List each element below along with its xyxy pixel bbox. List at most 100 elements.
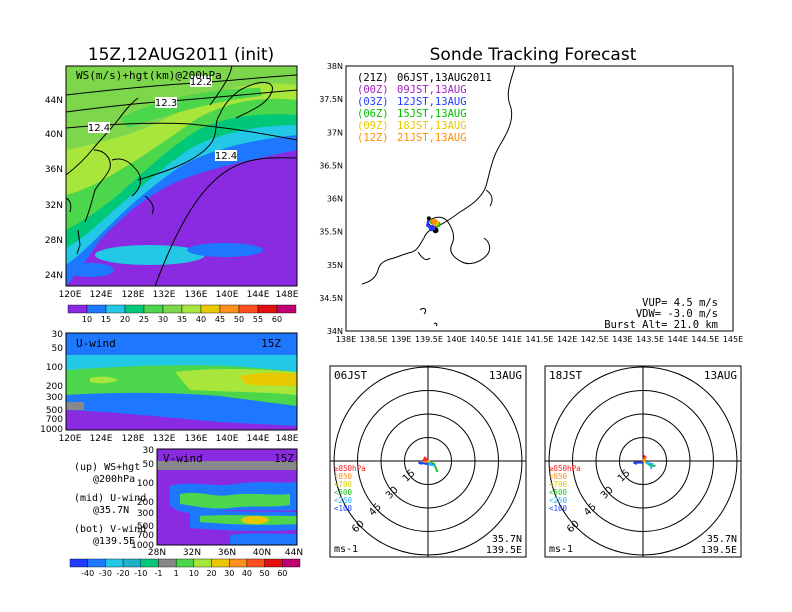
- lat-tick: 36N: [45, 165, 63, 175]
- u-wind-lon-ticks: 120E 124E 128E 132E 136E 140E 144E 148E: [59, 434, 299, 444]
- ws-map-contour-labels: 12.2 12.3 12.4 12.4: [88, 76, 237, 162]
- colorbar-tick: 45: [215, 315, 225, 324]
- lat-tick: 35N: [327, 261, 343, 270]
- hodo-unit: ms-1: [549, 544, 573, 555]
- colorbar-tick: -40: [81, 569, 94, 578]
- colorbar-swatch: [200, 304, 221, 314]
- lat-tick: 35.5N: [319, 228, 343, 237]
- hodo-level-label: <700: [549, 480, 568, 489]
- track-map-frame: [345, 65, 734, 332]
- p-tick: 30: [143, 446, 155, 456]
- colorbar-swatch: [105, 558, 124, 568]
- stat-vdw: VDW= -3.0 m/s: [636, 308, 718, 320]
- lon-tick: 128E: [122, 290, 145, 300]
- lon-tick: 140E: [216, 434, 239, 444]
- lon-tick: 124E: [90, 290, 113, 300]
- ws-map-label: WS(m/s)+hgt(km)@200hPa: [76, 69, 222, 82]
- contour-label: 12.4: [88, 123, 110, 134]
- lat-tick: 28N: [148, 548, 166, 558]
- lon-tick: 148E: [276, 434, 299, 444]
- colorbar-swatch: [124, 304, 145, 314]
- right-title: Sonde Tracking Forecast: [430, 45, 637, 65]
- legend-note: (up) WS+hgt: [74, 462, 140, 473]
- hodo-trace: [422, 456, 429, 462]
- track-map-bg: [346, 66, 733, 331]
- u-wind-frame: [65, 332, 298, 431]
- lon-tick: 139E: [391, 335, 411, 344]
- left-title: 15Z,12AUG2011 (init): [88, 45, 274, 65]
- colorbar-swatch: [229, 558, 248, 568]
- lat-tick: 34.5N: [319, 294, 343, 303]
- contour-label: 12.3: [155, 98, 177, 109]
- colorbar-tick: 60: [272, 315, 282, 324]
- colorbar-swatch: [122, 558, 141, 568]
- colorbar-swatch: [211, 558, 230, 568]
- lon-tick: 145E: [723, 335, 743, 344]
- lat-tick: 28N: [45, 236, 63, 246]
- colorbar-tick: 20: [120, 315, 130, 324]
- hodo-time: 18JST: [549, 369, 582, 382]
- colorbar-swatch: [158, 558, 177, 568]
- lon-tick: 120E: [59, 434, 82, 444]
- colorbar-tick: -10: [134, 569, 147, 578]
- colorbar-swatch: [193, 558, 212, 568]
- u-wind-time: 15Z: [261, 337, 281, 350]
- colorbar-swatch: [257, 304, 278, 314]
- colorbar-tick: 35: [177, 315, 187, 324]
- lat-tick: 24N: [45, 271, 63, 281]
- p-tick: 1000: [40, 425, 63, 435]
- track-legend: (21Z) 06JST,13AUG2011 (00Z) 09JST,13AUG …: [357, 72, 492, 144]
- colorbar-tick: 30: [224, 569, 234, 578]
- track-map-panel: (21Z) 06JST,13AUG2011 (00Z) 09JST,13AUG …: [319, 62, 743, 344]
- lon-tick: 143E: [612, 335, 632, 344]
- lat-tick: 32N: [45, 201, 63, 211]
- legend-time: 09JST,13AUG: [397, 84, 467, 96]
- legend-code: (06Z): [357, 108, 389, 120]
- colorbar-tick: 40: [196, 315, 206, 324]
- hodo-trace: [430, 461, 439, 473]
- colorbar-swatch: [67, 304, 88, 314]
- hodo-trace: [633, 461, 643, 466]
- ws-map-frame: [65, 65, 298, 287]
- legend-code: (21Z): [357, 72, 389, 84]
- v-wind-fill: [157, 449, 297, 545]
- legend-code: (00Z): [357, 84, 389, 96]
- p-tick: 300: [46, 393, 63, 403]
- colorbar-tick: 25: [139, 315, 149, 324]
- hodo-level-label: <850: [549, 472, 568, 481]
- lat-tick: 34N: [327, 327, 343, 336]
- v-wind-panel: V-wind 15Z 30 50 100 200 300 500 700 100…: [131, 446, 303, 558]
- colorbar-swatch: [140, 558, 159, 568]
- legend-time: 18JST,13AUG: [397, 120, 467, 132]
- lon-tick: 141.5E: [526, 335, 554, 344]
- hodo-date: 13AUG: [489, 369, 522, 382]
- stat-vup: VUP= 4.5 m/s: [642, 297, 718, 309]
- lon-tick: 124E: [90, 434, 113, 444]
- p-tick: 100: [46, 363, 63, 373]
- legend-note: @35.7N: [93, 505, 129, 516]
- legend-time: 12JST,13AUG: [397, 96, 467, 108]
- lon-tick: 142.5E: [581, 335, 609, 344]
- launch-point: [426, 216, 431, 221]
- colorbar-swatch: [162, 304, 183, 314]
- hodo-level-label: <850: [334, 472, 353, 481]
- p-tick: 500: [137, 522, 154, 532]
- colorbar-swatch: [238, 304, 259, 314]
- p-tick: 300: [137, 509, 154, 519]
- colorbar-swatch: [282, 558, 301, 568]
- colorbar-tick: -1: [154, 569, 162, 578]
- lon-tick: 140.5E: [470, 335, 498, 344]
- u-wind-fill: [66, 333, 297, 430]
- colorbar-tick: 30: [158, 315, 168, 324]
- colorbar-swatch: [219, 304, 240, 314]
- v-wind-frame: [156, 448, 298, 546]
- hodo-level-label: <250: [549, 496, 568, 505]
- p-tick: 500: [46, 406, 63, 416]
- colorbar-tick: -30: [99, 569, 112, 578]
- legend-note: (bot) V-wind: [74, 524, 146, 535]
- hodo-level-label: <500: [334, 488, 353, 497]
- hodo-lat: 35.7N: [492, 534, 522, 545]
- lon-tick: 138.5E: [360, 335, 388, 344]
- legend-code: (12Z): [357, 132, 389, 144]
- colorbar-tick: 50: [234, 315, 244, 324]
